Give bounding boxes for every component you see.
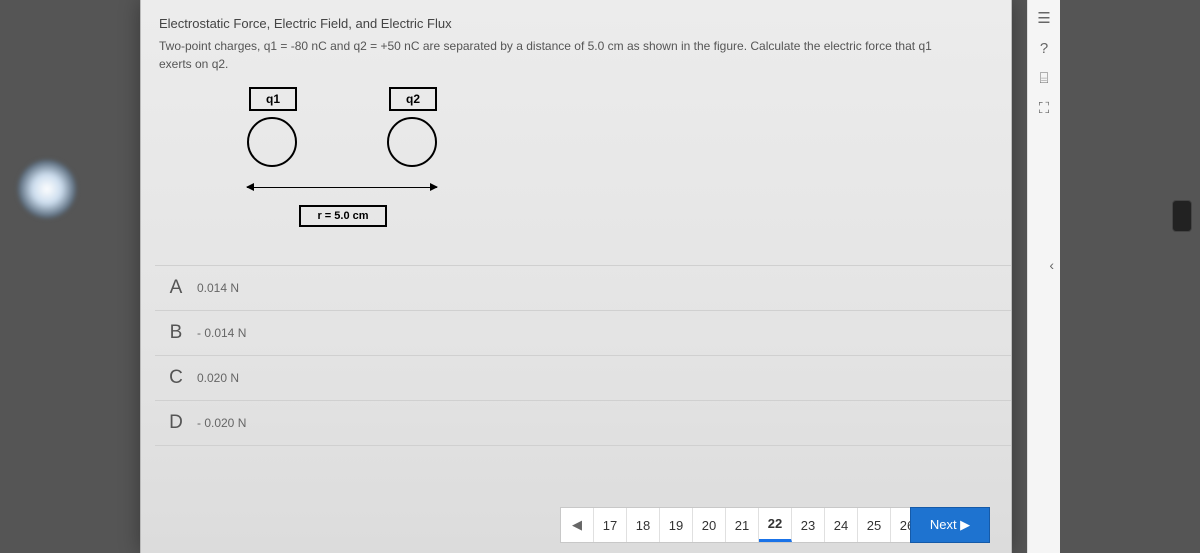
charges-figure: q1 q2 r = 5.0 cm [191, 87, 491, 247]
collapse-sidebar-button[interactable]: ‹ [1049, 257, 1054, 273]
answer-option-c[interactable]: C0.020 N [155, 355, 1011, 400]
distance-arrow [247, 187, 437, 188]
answer-option-b[interactable]: B- 0.014 N [155, 310, 1011, 355]
page-link-18[interactable]: 18 [627, 508, 660, 542]
answer-text: - 0.020 N [197, 416, 246, 430]
answer-list: A0.014 NB- 0.014 NC0.020 ND- 0.020 N [155, 265, 1011, 446]
answer-text: 0.014 N [197, 281, 239, 295]
prev-page-button[interactable]: ◀ [561, 508, 594, 542]
section-title: Electrostatic Force, Electric Field, and… [141, 0, 1011, 37]
answer-option-a[interactable]: A0.014 N [155, 265, 1011, 310]
page-link-20[interactable]: 20 [693, 508, 726, 542]
calculator-icon[interactable]: ⌸ [1032, 66, 1056, 90]
answer-letter: D [155, 412, 197, 434]
page-link-25[interactable]: 25 [858, 508, 891, 542]
page-link-21[interactable]: 21 [726, 508, 759, 542]
page-link-17[interactable]: 17 [594, 508, 627, 542]
answer-option-d[interactable]: D- 0.020 N [155, 400, 1011, 446]
answer-text: 0.020 N [197, 371, 239, 385]
answer-letter: C [155, 367, 197, 389]
q2-circle [387, 117, 437, 167]
answer-letter: B [155, 322, 197, 344]
lens-flare [18, 160, 76, 218]
page-link-19[interactable]: 19 [660, 508, 693, 542]
answer-text: - 0.014 N [197, 326, 246, 340]
q1-label-box: q1 [249, 87, 297, 111]
next-button[interactable]: Next ▶ [910, 507, 990, 543]
list-icon[interactable]: ☰ [1032, 6, 1056, 30]
help-icon[interactable]: ? [1032, 36, 1056, 60]
fullscreen-icon[interactable]: ⛶ [1032, 96, 1056, 120]
page-link-23[interactable]: 23 [792, 508, 825, 542]
question-navigator: ◀17181920212223242526 [560, 507, 925, 543]
page-link-24[interactable]: 24 [825, 508, 858, 542]
question-prompt: Two-point charges, q1 = -80 nC and q2 = … [141, 37, 957, 83]
tool-sidebar: ☰? ⌸ ⛶ ‹ [1027, 0, 1060, 553]
page-link-22[interactable]: 22 [759, 508, 792, 542]
phone-reflection [1172, 200, 1192, 232]
q2-label-box: q2 [389, 87, 437, 111]
question-page: Electrostatic Force, Electric Field, and… [140, 0, 1012, 553]
answer-letter: A [155, 277, 197, 299]
distance-label: r = 5.0 cm [299, 205, 387, 227]
q1-circle [247, 117, 297, 167]
